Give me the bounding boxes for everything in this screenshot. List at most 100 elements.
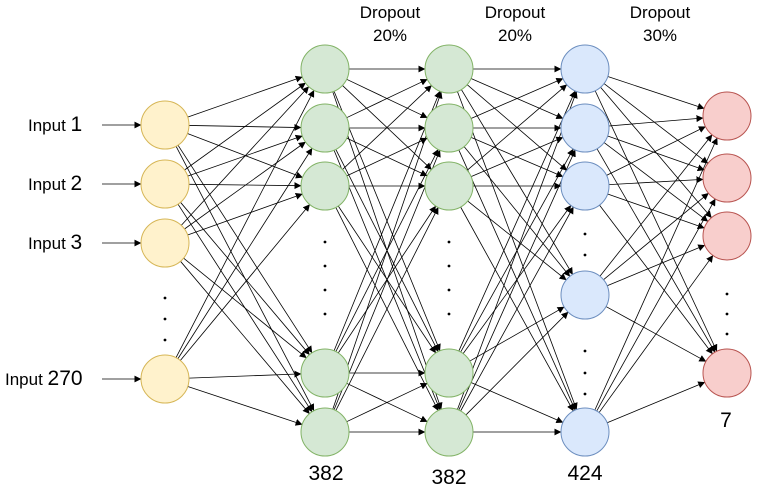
connection-arrow bbox=[458, 90, 576, 352]
dropout-rate: 20% bbox=[372, 26, 408, 45]
ellipsis-dot bbox=[447, 288, 451, 292]
connection-arrow bbox=[599, 134, 713, 277]
neurons bbox=[140, 44, 752, 457]
ellipsis-dot bbox=[447, 264, 451, 268]
ellipsis-dot bbox=[163, 338, 167, 342]
hidden-layer-2-count: 382 bbox=[431, 466, 467, 489]
connection-arrow bbox=[180, 261, 310, 414]
input-label-number: 1 bbox=[70, 113, 83, 136]
input-layer-neuron bbox=[140, 159, 190, 209]
connection-arrow bbox=[600, 87, 712, 218]
hidden-layer-3-neuron bbox=[560, 44, 610, 94]
connection-arrow bbox=[187, 386, 303, 426]
connection-arrow bbox=[458, 149, 576, 411]
connection-arrow bbox=[465, 311, 569, 416]
input-layer-neuron bbox=[140, 218, 190, 268]
ellipsis-dot bbox=[323, 288, 327, 292]
connection-arrow bbox=[596, 148, 716, 353]
connection-arrow bbox=[607, 244, 706, 287]
connection-arrow bbox=[607, 76, 705, 110]
hidden-layer-1-neuron bbox=[300, 103, 350, 153]
connection-arrow bbox=[608, 115, 704, 127]
ellipsis-dot bbox=[725, 332, 729, 336]
connection-arrow bbox=[603, 192, 709, 281]
dropout-title: Dropout bbox=[484, 3, 546, 22]
connection-arrow bbox=[184, 141, 306, 230]
input-layer-neuron bbox=[140, 100, 190, 150]
ellipsis-dot bbox=[447, 312, 451, 316]
hidden-layer-2-neuron bbox=[424, 348, 474, 398]
output-layer-neuron bbox=[702, 348, 752, 398]
input-label-number: 3 bbox=[70, 231, 83, 254]
output-layer-neuron bbox=[702, 211, 752, 261]
connection-arrow bbox=[461, 89, 573, 275]
ellipsis-dot bbox=[583, 371, 587, 375]
connection-arrow bbox=[470, 136, 564, 177]
dropout-title: Dropout bbox=[359, 3, 421, 22]
hidden-layer-2-neuron bbox=[424, 407, 474, 457]
dropout-label-1: Dropout 20% bbox=[335, 1, 445, 47]
input-label-2: Input 2 bbox=[28, 172, 82, 196]
connection-arrow bbox=[333, 149, 441, 410]
connection-arrow bbox=[177, 147, 313, 359]
ellipsis-dot bbox=[323, 264, 327, 268]
ellipsis-dot bbox=[725, 312, 729, 316]
connection-arrow bbox=[332, 91, 443, 410]
input-label-prefix: Input bbox=[28, 116, 66, 135]
hidden-layer-3-neuron bbox=[560, 103, 610, 153]
connection-arrow bbox=[187, 75, 303, 118]
connection-arrow bbox=[335, 207, 439, 411]
ellipsis-dot bbox=[447, 240, 451, 244]
output-layer-neuron bbox=[702, 153, 752, 203]
connection-arrow bbox=[594, 90, 718, 352]
ellipsis-dot bbox=[583, 349, 587, 353]
input-label-prefix: Input bbox=[28, 175, 66, 194]
connection-arrow bbox=[187, 192, 303, 236]
connection-arrow bbox=[342, 85, 432, 170]
connection-arrow bbox=[466, 84, 568, 171]
connection-arrow bbox=[606, 126, 706, 176]
dropout-label-3: Dropout 30% bbox=[605, 1, 715, 47]
output-layer-count: 7 bbox=[720, 409, 732, 432]
dropout-title: Dropout bbox=[629, 3, 691, 22]
ellipsis-dots bbox=[163, 232, 729, 396]
connection-arrow bbox=[183, 257, 307, 359]
ellipsis-dot bbox=[323, 312, 327, 316]
connection-arrow bbox=[607, 135, 705, 172]
input-label-number: 270 bbox=[47, 367, 83, 390]
hidden-layer-3-neuron bbox=[560, 161, 610, 211]
connection-arrow bbox=[346, 78, 428, 119]
connection-arrow bbox=[607, 193, 705, 230]
connection-arrow bbox=[598, 255, 714, 413]
ellipsis-dot bbox=[583, 232, 587, 236]
connection-arrow bbox=[188, 370, 302, 379]
connection-arrow bbox=[599, 204, 713, 355]
connection-arrow bbox=[594, 137, 718, 411]
connection-arrow bbox=[603, 83, 709, 164]
input-label-270: Input 270 bbox=[5, 367, 83, 391]
dropout-rate: 20% bbox=[497, 26, 533, 45]
connection-arrow bbox=[180, 202, 310, 355]
hidden-layer-2-neuron bbox=[424, 103, 474, 153]
connection-arrow bbox=[177, 144, 313, 354]
connection-arrow bbox=[470, 382, 564, 424]
output-layer-neuron bbox=[702, 91, 752, 141]
connection-arrow bbox=[470, 77, 564, 119]
ellipsis-dot bbox=[323, 240, 327, 244]
connection-arrow bbox=[469, 306, 565, 362]
dropout-rate: 30% bbox=[642, 26, 678, 45]
hidden-layer-1-neuron bbox=[300, 44, 350, 94]
connection-arrow bbox=[188, 182, 302, 190]
hidden-layer-3-neuron bbox=[560, 407, 610, 457]
ellipsis-dot bbox=[163, 317, 167, 321]
input-label-3: Input 3 bbox=[28, 231, 82, 255]
hidden-layer-2-neuron bbox=[424, 161, 474, 211]
hidden-layer-3-count: 424 bbox=[567, 462, 603, 485]
hidden-layer-3-neuron bbox=[560, 270, 610, 320]
connection-arrow bbox=[460, 206, 574, 412]
ellipsis-dot bbox=[725, 292, 729, 296]
ellipsis-dot bbox=[583, 253, 587, 257]
connection-arrow bbox=[184, 82, 306, 171]
connection-arrow bbox=[180, 204, 310, 361]
